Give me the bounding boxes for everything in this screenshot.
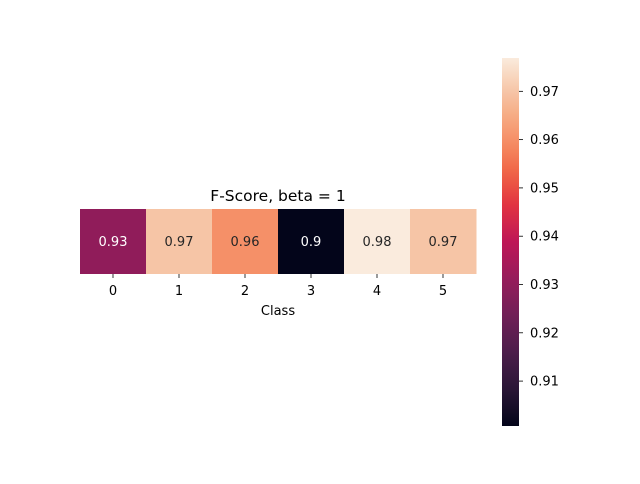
- x-tick-label-3: 3: [307, 284, 315, 299]
- heatmap-cell-5: [410, 209, 477, 274]
- x-tick-label-4: 4: [373, 284, 381, 299]
- colorbar-tick-label-0: 0.91: [530, 375, 559, 390]
- heatmap-cell-0: [80, 209, 147, 274]
- cell-value-label-2: 0.96: [231, 235, 260, 250]
- colorbar-tick-label-2: 0.93: [530, 278, 559, 293]
- x-tick-label-0: 0: [109, 284, 117, 299]
- x-tick-label-2: 2: [241, 284, 249, 299]
- colorbar: [502, 58, 519, 426]
- cell-value-label-3: 0.9: [301, 235, 322, 250]
- colorbar-tick-label-1: 0.92: [530, 326, 559, 341]
- cell-value-label-4: 0.98: [363, 235, 392, 250]
- heatmap-cells: 0.93 0.97 0.96 0.9 0.98 0.97: [80, 209, 477, 274]
- x-tick-label-5: 5: [439, 284, 447, 299]
- chart-title: F-Score, beta = 1: [210, 187, 345, 205]
- x-axis-label: Class: [261, 304, 295, 319]
- cell-value-label-5: 0.97: [429, 235, 458, 250]
- colorbar-tick-label-3: 0.94: [530, 230, 559, 245]
- heatmap-cell-4: [344, 209, 411, 274]
- x-tick-label-1: 1: [175, 284, 183, 299]
- colorbar-tick-label-6: 0.97: [530, 85, 559, 100]
- colorbar-tick-label-4: 0.95: [530, 181, 559, 196]
- heatmap-cell-1: [146, 209, 213, 274]
- x-axis: 0 1 2 3 4 5: [109, 274, 447, 299]
- heatmap-cell-3: [278, 209, 345, 274]
- colorbar-axis: 0.91 0.92 0.93 0.94 0.95 0.96 0.97: [519, 85, 559, 390]
- colorbar-tick-label-5: 0.96: [530, 133, 559, 148]
- cell-value-label-1: 0.97: [165, 235, 194, 250]
- cell-value-label-0: 0.93: [99, 235, 128, 250]
- heatmap-cell-2: [212, 209, 279, 274]
